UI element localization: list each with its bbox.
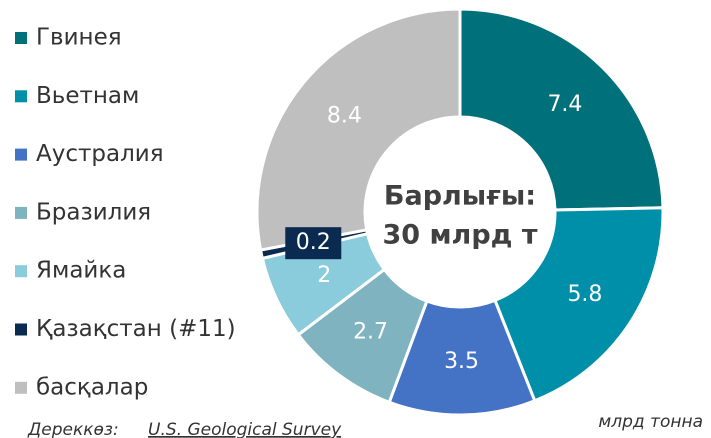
data-label: 2.7 — [353, 319, 388, 344]
legend-label: Вьетнам — [36, 83, 139, 109]
legend-swatch — [15, 90, 27, 103]
legend-label: Ямайка — [36, 258, 126, 284]
data-label: 7.4 — [547, 92, 582, 117]
legend-swatch — [15, 323, 27, 336]
legend-swatch — [15, 32, 27, 44]
center-label: 30 млрд т — [383, 220, 538, 251]
data-label: 3.5 — [444, 349, 479, 374]
legend-swatch — [15, 206, 27, 219]
donut-segment — [458, 7, 665, 212]
legend-label: Гвинея — [36, 25, 122, 51]
source: U.S. Geological Survey — [148, 420, 342, 438]
center-label: Барлығы: — [384, 181, 536, 212]
data-label: 8.4 — [327, 103, 362, 128]
legend-label: Қазақстан (#11) — [36, 316, 236, 342]
data-label: 5.8 — [567, 282, 602, 307]
legend-swatch — [15, 381, 27, 394]
legend-swatch — [15, 265, 27, 278]
donut-segment — [255, 7, 462, 252]
data-label: 2 — [317, 263, 331, 288]
legend-label: Бразилия — [36, 199, 151, 225]
legend-label: Аустралия — [36, 141, 164, 167]
source-prefix: Дереккөз: — [27, 420, 119, 438]
unit-label: млрд тонна — [598, 412, 703, 432]
data-label: 0.2 — [296, 230, 331, 255]
donut-segment — [493, 206, 665, 403]
label-box — [285, 227, 342, 260]
legend-label: басқалар — [36, 374, 148, 400]
legend-swatch — [15, 148, 27, 161]
